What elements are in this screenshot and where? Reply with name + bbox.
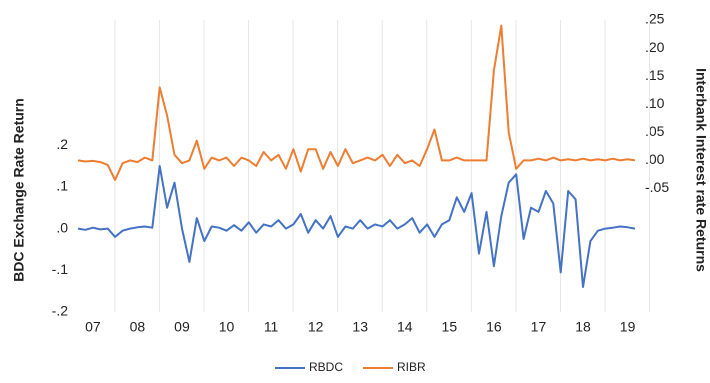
x-tick-label: 16 bbox=[486, 319, 502, 335]
line-rbdc bbox=[77, 165, 636, 288]
y2-tick-label: -.05 bbox=[645, 179, 669, 195]
x-tick-label: 09 bbox=[174, 319, 190, 335]
x-tick-label: 15 bbox=[442, 319, 458, 335]
x-tick-label: 07 bbox=[85, 319, 101, 335]
y2-tick-label: .05 bbox=[645, 123, 665, 139]
legend-label: RBDC bbox=[309, 360, 343, 374]
y2-tick-label: .00 bbox=[645, 151, 665, 167]
x-tick-label: 08 bbox=[130, 319, 146, 335]
y-tick-label: .2 bbox=[56, 136, 68, 152]
x-tick-label: 11 bbox=[264, 319, 279, 335]
x-tick-label: 12 bbox=[308, 319, 324, 335]
y2-tick-label: .20 bbox=[645, 39, 665, 55]
y2-axis-title: Interbank Interest rate Returns bbox=[693, 68, 709, 272]
y-axis-title: BDC Exchange Rate Return bbox=[11, 98, 27, 282]
y2-tick-label: .10 bbox=[645, 95, 665, 111]
line-ribr bbox=[77, 24, 636, 181]
y-tick-label: .1 bbox=[56, 178, 68, 194]
x-tick-label: 17 bbox=[531, 319, 547, 335]
x-tick-label: 13 bbox=[352, 319, 368, 335]
x-tick-label: 14 bbox=[397, 319, 413, 335]
y2-tick-label: .25 bbox=[645, 11, 665, 27]
x-tick-label: 18 bbox=[575, 319, 591, 335]
y-tick-label: -.2 bbox=[52, 303, 69, 319]
y2-tick-label: .15 bbox=[645, 67, 665, 83]
x-tick-label: 10 bbox=[219, 319, 235, 335]
legend-label: RIBR bbox=[397, 360, 426, 374]
y-tick-label: -.1 bbox=[52, 261, 69, 277]
x-tick-label: 19 bbox=[620, 319, 636, 335]
y-tick-label: .0 bbox=[56, 219, 68, 235]
